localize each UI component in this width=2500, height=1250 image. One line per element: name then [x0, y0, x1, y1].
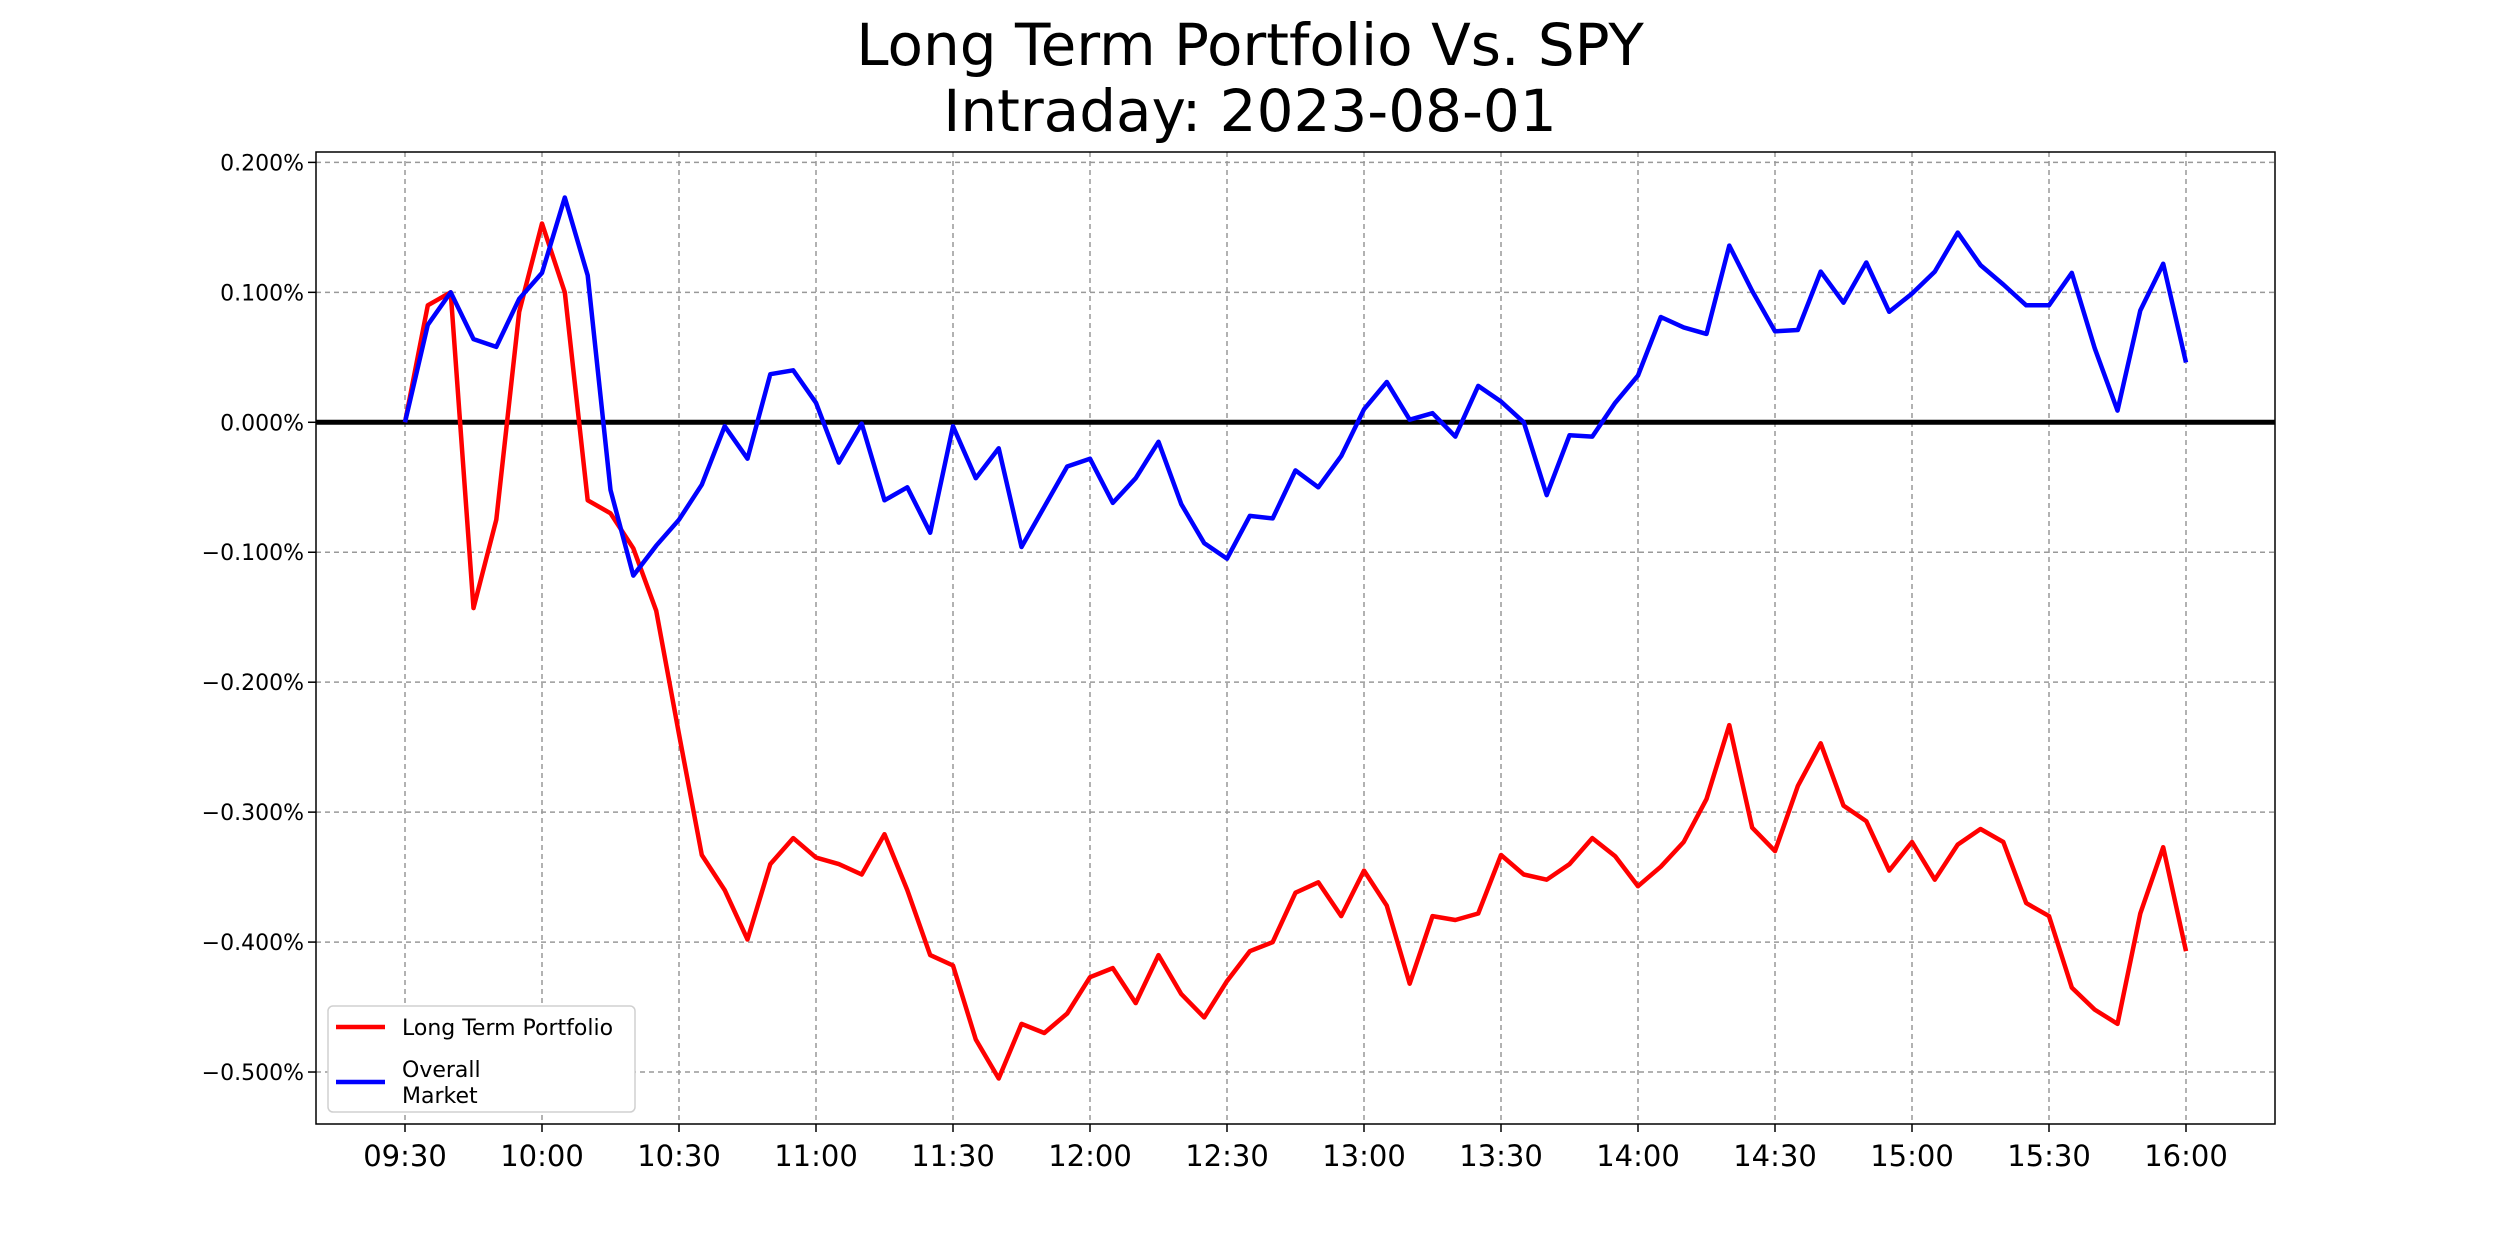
legend-label-market: Overall Market	[402, 1058, 481, 1109]
y-tick-label: −0.100%	[202, 541, 304, 566]
y-axis-ticks: 0.200% 0.100% 0.000% −0.100% −0.200% −0.300% −…	[202, 151, 316, 1086]
y-tick-label: 0.000%	[220, 411, 304, 436]
x-tick-label: 12:30	[1185, 1139, 1269, 1173]
series-line-market	[402, 195, 2189, 578]
x-tick-label: 14:30	[1733, 1139, 1817, 1173]
series-lines	[402, 195, 2189, 1081]
x-tick-label: 16:00	[2144, 1139, 2228, 1173]
grid-lines	[316, 152, 2275, 1124]
chart-title: Long Term Portfolio Vs. SPY	[856, 11, 1644, 79]
x-tick-label: 14:00	[1596, 1139, 1680, 1173]
x-tick-label: 15:00	[1870, 1139, 1954, 1173]
y-tick-label: 0.200%	[220, 151, 304, 176]
y-tick-label: 0.100%	[220, 281, 304, 306]
y-tick-label: −0.500%	[202, 1061, 304, 1086]
legend-box	[327, 1005, 636, 1113]
x-tick-label: 13:00	[1322, 1139, 1406, 1173]
y-tick-label: −0.300%	[202, 801, 304, 826]
x-tick-label: 15:30	[2007, 1139, 2091, 1173]
x-tick-label: 13:30	[1459, 1139, 1543, 1173]
x-tick-label: 10:00	[500, 1139, 584, 1173]
x-tick-label: 11:00	[774, 1139, 858, 1173]
legend-label-portfolio: Long Term Portfolio	[402, 1016, 613, 1041]
x-axis-ticks: 09:30 10:00 10:30 11:00 11:30 12:00 12:30 13:00…	[363, 1124, 2228, 1173]
x-tick-label: 10:30	[637, 1139, 721, 1173]
chart-title-block: Long Term Portfolio Vs. SPY Intraday: 20…	[0, 12, 2500, 144]
y-tick-label: −0.200%	[202, 671, 304, 696]
x-tick-label: 12:00	[1048, 1139, 1132, 1173]
y-tick-label: −0.400%	[202, 931, 304, 956]
chart-subtitle: Intraday: 2023-08-01	[943, 77, 1557, 145]
plot-frame	[315, 151, 2276, 1125]
x-tick-label: 09:30	[363, 1139, 447, 1173]
legend: Long Term Portfolio Overall Market	[327, 1005, 636, 1113]
x-tick-label: 11:30	[911, 1139, 995, 1173]
series-line-portfolio	[402, 221, 2189, 1081]
